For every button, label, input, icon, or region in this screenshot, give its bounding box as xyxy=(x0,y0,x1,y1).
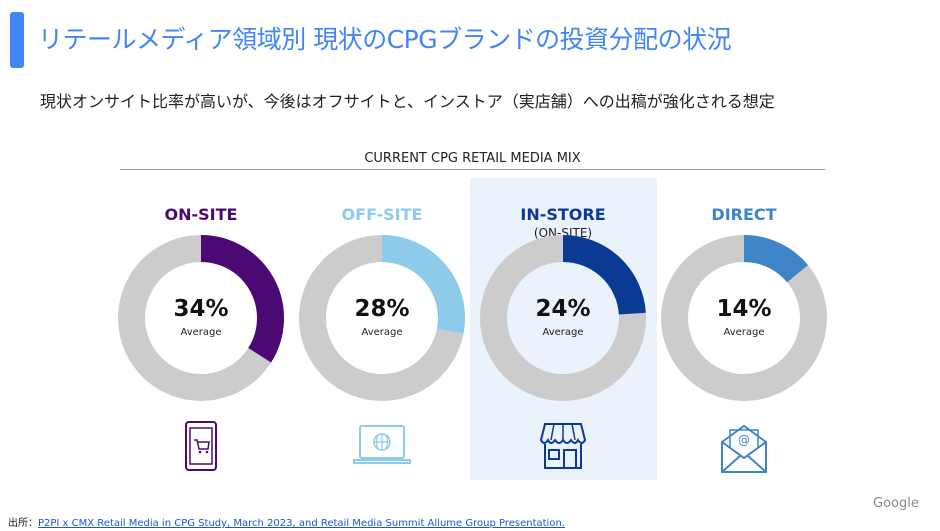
laptop-globe-icon xyxy=(352,420,412,474)
source-label: 出所： xyxy=(8,518,38,529)
divider xyxy=(120,169,825,170)
segment-header: OFF-SITE xyxy=(292,205,472,224)
donut-chart xyxy=(118,235,284,401)
percent-caption: Average xyxy=(361,327,403,338)
source-link[interactable]: P2PI x CMX Retail Media in CPG Study, Ma… xyxy=(38,518,565,529)
donut-chart xyxy=(299,235,465,401)
svg-text:@: @ xyxy=(738,433,750,447)
segment-header: DIRECT xyxy=(654,205,834,224)
title-accent-bar xyxy=(10,12,24,68)
smartphone-cart-icon xyxy=(181,420,221,476)
donut-slice xyxy=(562,235,646,316)
percent-caption: Average xyxy=(542,327,584,338)
chart-title: CURRENT CPG RETAIL MEDIA MIX xyxy=(364,151,581,166)
page-subtitle: 現状オンサイト比率が高いが、今後はオフサイトと、インストア（実店舗）への出稿が強… xyxy=(40,92,775,111)
percent-value: 14% xyxy=(716,296,772,322)
page-title: リテールメディア領域別 現状のCPGブランドの投資分配の状況 xyxy=(38,25,732,54)
donut-chart xyxy=(480,235,646,401)
percent-value: 28% xyxy=(354,296,410,322)
segment-header: ON-SITE xyxy=(111,205,291,224)
segment-label: OFF-SITE xyxy=(341,205,423,224)
google-logo: Google xyxy=(873,496,919,511)
source-note: 出所：P2PI x CMX Retail Media in CPG Study,… xyxy=(8,514,565,529)
segment-label: DIRECT xyxy=(711,205,777,224)
donut-chart xyxy=(661,235,827,401)
envelope-at-icon: @ xyxy=(720,420,768,478)
percent-caption: Average xyxy=(180,327,222,338)
percent-value: 24% xyxy=(535,296,591,322)
donut-slice xyxy=(200,235,284,363)
percent-value: 34% xyxy=(173,296,229,322)
donut-slice xyxy=(381,235,465,334)
percent-caption: Average xyxy=(723,327,765,338)
segment-label: ON-SITE xyxy=(164,205,238,224)
donut-slice xyxy=(743,235,808,283)
storefront-icon xyxy=(539,420,587,476)
segment-label: IN-STORE xyxy=(520,205,606,224)
